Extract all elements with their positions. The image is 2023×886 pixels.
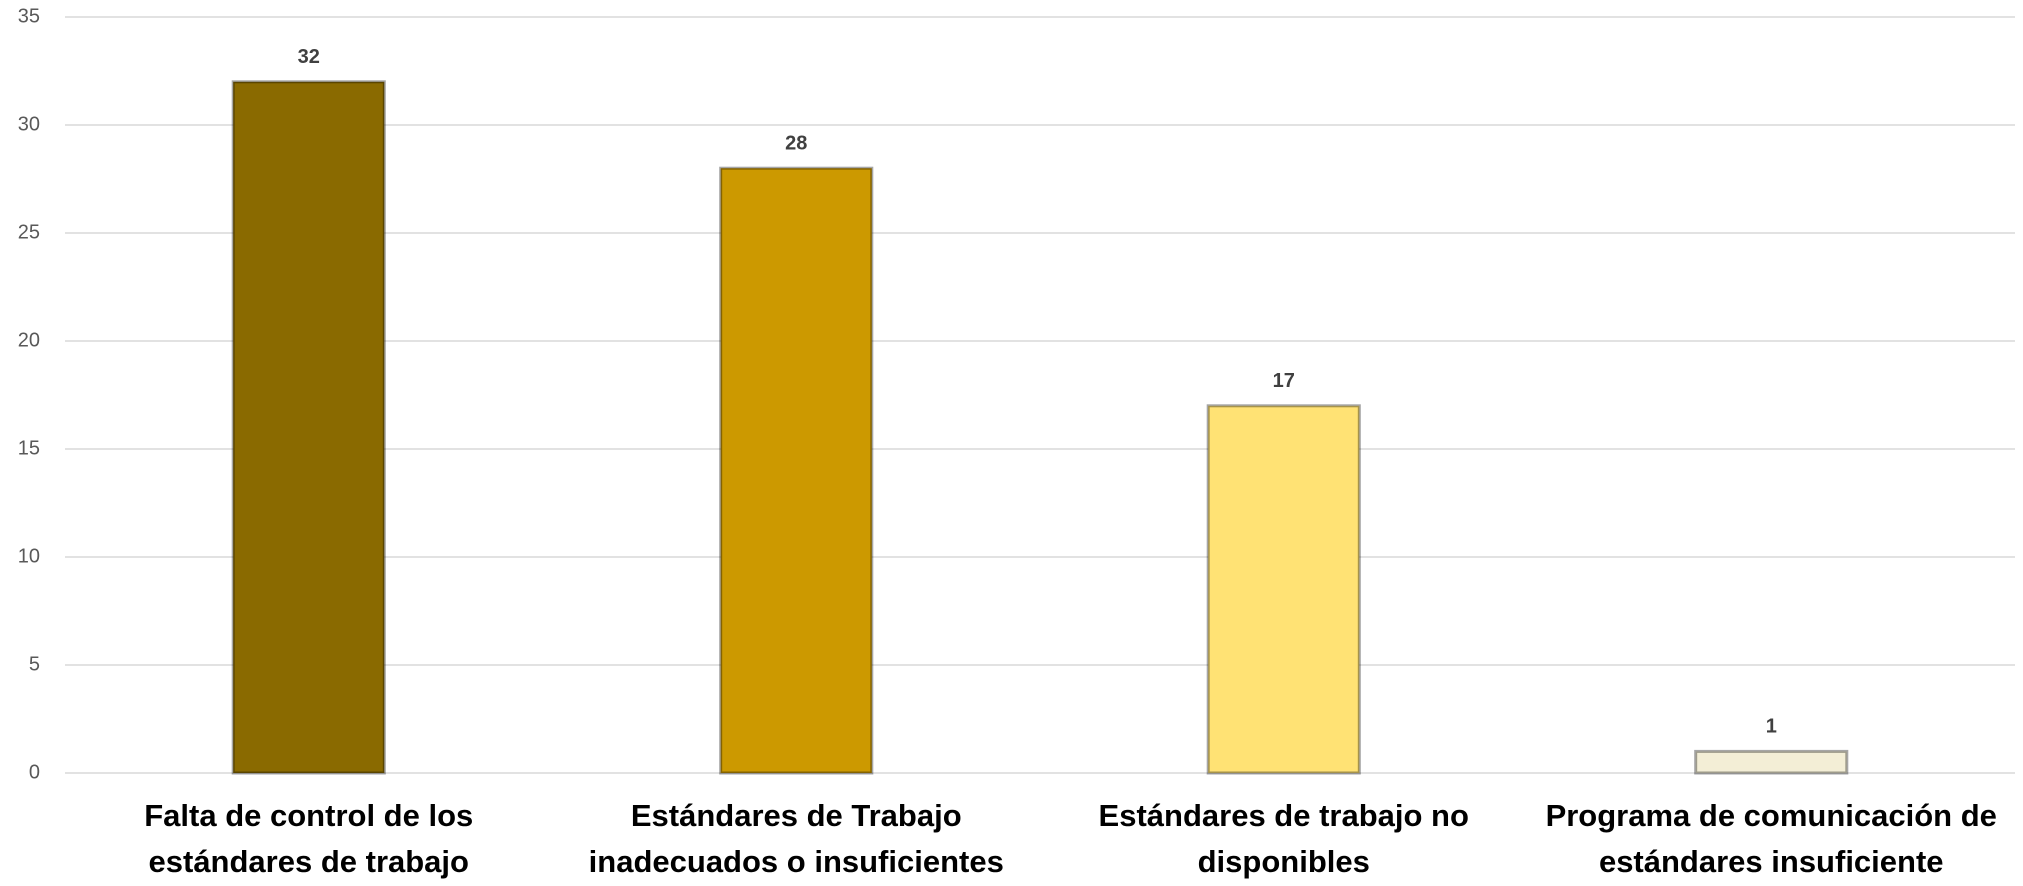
data-label: 32 bbox=[298, 46, 320, 68]
y-tick-label: 15 bbox=[18, 437, 40, 459]
y-tick-label: 10 bbox=[18, 545, 40, 567]
bar bbox=[1206, 404, 1361, 775]
data-label: 1 bbox=[1766, 716, 1777, 738]
y-tick-label: 35 bbox=[18, 5, 40, 27]
x-tick-label: Falta de control de los estándares de tr… bbox=[144, 798, 474, 879]
y-tick-label: 0 bbox=[29, 761, 40, 783]
data-label: 17 bbox=[1273, 370, 1295, 392]
x-tick-label: Estándares de trabajo no disponibles bbox=[1098, 798, 1469, 879]
data-label: 28 bbox=[785, 132, 807, 154]
bar bbox=[231, 80, 386, 775]
x-tick-label: Programa de comunicación de estándares i… bbox=[1545, 798, 1997, 879]
y-tick-label: 30 bbox=[18, 113, 40, 135]
y-tick-label: 20 bbox=[18, 329, 40, 351]
y-tick-label: 25 bbox=[18, 221, 40, 243]
x-tick-label: Estándares de Trabajo inadecuados o insu… bbox=[588, 798, 1004, 879]
bar bbox=[1694, 749, 1849, 775]
bar bbox=[719, 166, 874, 775]
y-tick-label: 5 bbox=[29, 653, 40, 675]
